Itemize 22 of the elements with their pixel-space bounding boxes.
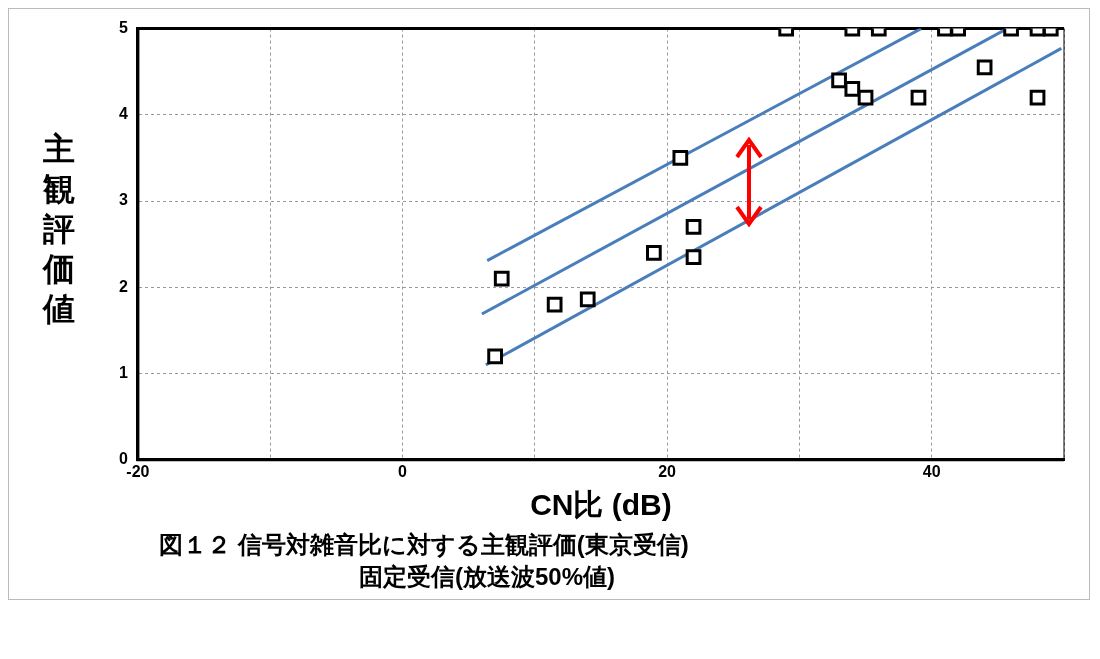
y-tick-label: 1: [118, 363, 128, 381]
x-tick-label: 20: [658, 462, 677, 480]
y-tick-label: 5: [118, 19, 128, 37]
point: [685, 249, 702, 265]
point: [672, 150, 689, 166]
point: [546, 296, 563, 313]
y-tick-label: 0: [118, 450, 128, 468]
point: [646, 244, 662, 261]
point: [685, 219, 702, 235]
x-tick-label: -20: [126, 462, 150, 480]
point: [487, 348, 503, 365]
x-tick-label: 40: [922, 462, 941, 480]
y-tick-label: 2: [118, 277, 128, 295]
text: 固定受信(放送波50%値): [359, 562, 617, 592]
text: 図１２ 信号対雑音比に対する主観評価(東京受信): [159, 530, 690, 560]
y-axis-title: 主観評価値: [41, 130, 76, 329]
y-tick-label: 3: [118, 191, 128, 209]
x-axis-title: CN比 (dB): [530, 488, 672, 522]
x-tick-label: 0: [398, 462, 408, 480]
y-tick-label: 4: [118, 105, 128, 123]
point: [579, 291, 596, 308]
point: [493, 270, 510, 287]
